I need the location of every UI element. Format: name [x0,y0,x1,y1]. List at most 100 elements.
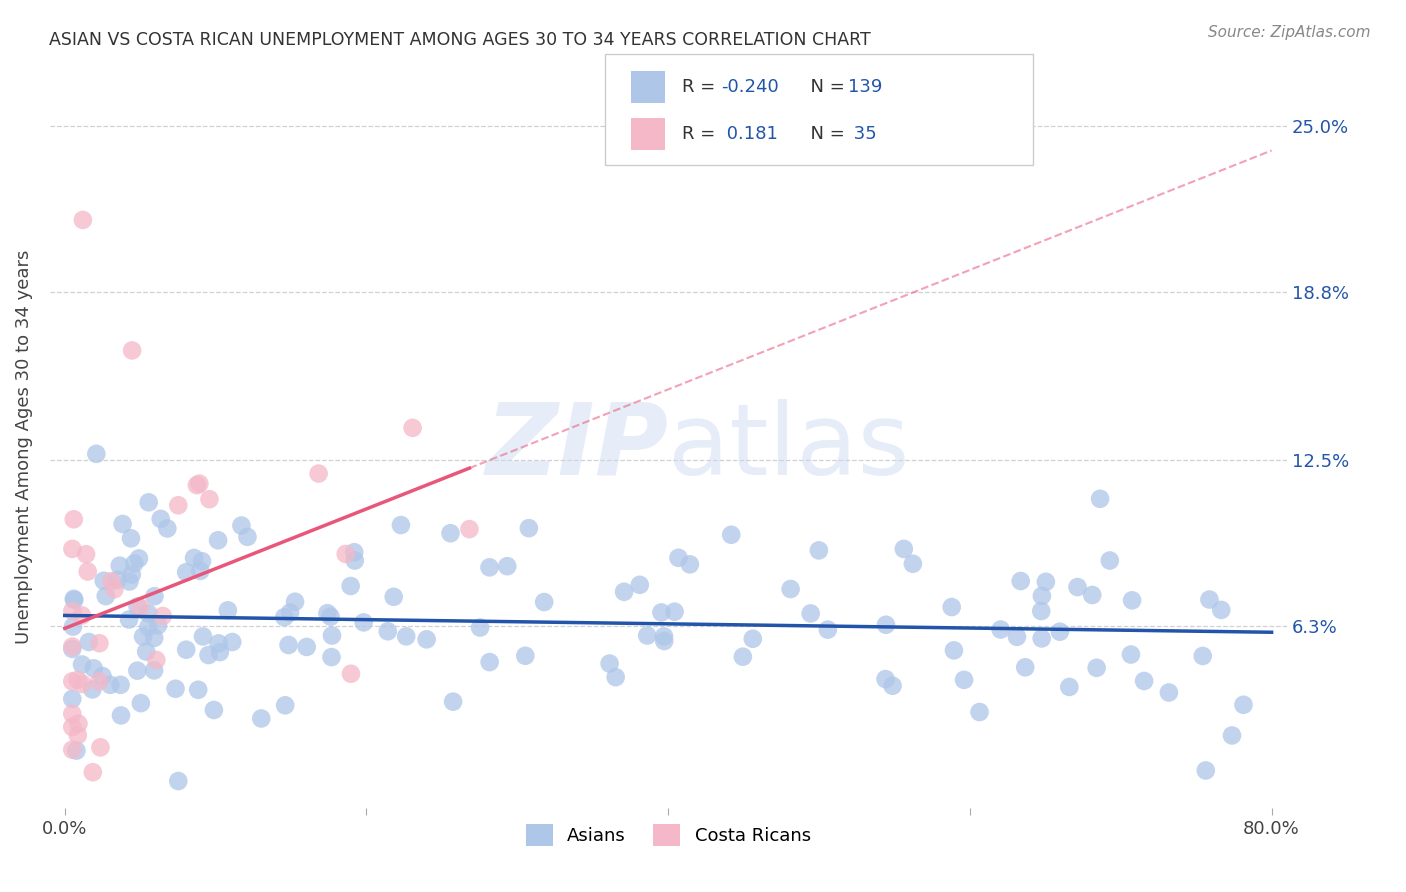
Point [1049,624,1071,639]
Point [941,600,963,615]
Point [187,682,209,697]
Point [277,638,299,652]
Point [875,672,897,686]
Point [415,632,437,647]
Point [98,678,121,692]
Point [731,649,754,664]
Point [72,213,94,227]
Point [136,607,159,621]
Point [135,645,157,659]
Point [1211,603,1233,617]
Point [1088,491,1111,506]
Point [60,674,83,689]
Point [517,521,540,535]
Point [63,593,86,607]
Point [389,518,412,533]
Point [146,618,169,632]
Point [628,578,651,592]
Point [1220,729,1243,743]
Point [121,343,143,358]
Point [1198,592,1220,607]
Point [66,728,89,742]
Point [807,543,830,558]
Point [94,589,117,603]
Point [942,643,965,657]
Point [60,604,83,618]
Point [198,492,221,507]
Point [86,447,108,461]
Point [679,558,702,572]
Point [321,650,343,665]
Point [66,673,89,687]
Point [339,579,361,593]
Point [83,661,105,675]
Text: 0.181: 0.181 [721,125,778,143]
Point [174,642,197,657]
Point [82,765,104,780]
Point [652,629,675,643]
Point [1005,630,1028,644]
Point [613,584,636,599]
Text: -0.240: -0.240 [721,78,779,96]
Point [343,545,366,559]
Point [191,554,214,568]
Point [1059,680,1081,694]
Point [100,574,122,589]
Point [1119,648,1142,662]
Point [67,716,90,731]
Point [1157,685,1180,699]
Point [990,623,1012,637]
Point [401,421,423,435]
Point [118,613,141,627]
Point [478,560,501,574]
Point [62,591,84,606]
Point [1010,574,1032,588]
Point [167,498,190,512]
Point [893,541,915,556]
Point [111,516,134,531]
Point [103,582,125,597]
Point [207,533,229,548]
Point [321,628,343,642]
Point [62,619,84,633]
Point [110,678,132,692]
Point [496,559,519,574]
Point [221,635,243,649]
Point [1232,698,1254,712]
Point [70,608,93,623]
Point [89,674,111,689]
Point [901,557,924,571]
Point [779,582,801,596]
Point [186,478,208,492]
Text: ASIAN VS COSTA RICAN UNEMPLOYMENT AMONG AGES 30 TO 34 YEARS CORRELATION CHART: ASIAN VS COSTA RICAN UNEMPLOYMENT AMONG … [49,31,870,49]
Point [599,657,621,671]
Point [1031,604,1053,618]
Point [458,522,481,536]
Legend: Asians, Costa Ricans: Asians, Costa Ricans [519,816,818,853]
Point [82,682,104,697]
Point [1133,673,1156,688]
Point [60,541,83,556]
Point [720,528,742,542]
Point [650,606,672,620]
Point [308,467,330,481]
Point [75,547,97,561]
Text: atlas: atlas [668,399,910,496]
Point [382,590,405,604]
Point [1081,588,1104,602]
Point [60,720,83,734]
Point [319,609,342,624]
Point [953,673,976,687]
Point [152,609,174,624]
Point [882,679,904,693]
Point [1014,660,1036,674]
Text: R =: R = [682,78,721,96]
Point [143,664,166,678]
Point [118,574,141,589]
Point [121,567,143,582]
Text: ZIP: ZIP [485,399,668,496]
Point [250,711,273,725]
Point [316,606,339,620]
Point [62,512,84,526]
Point [65,744,87,758]
